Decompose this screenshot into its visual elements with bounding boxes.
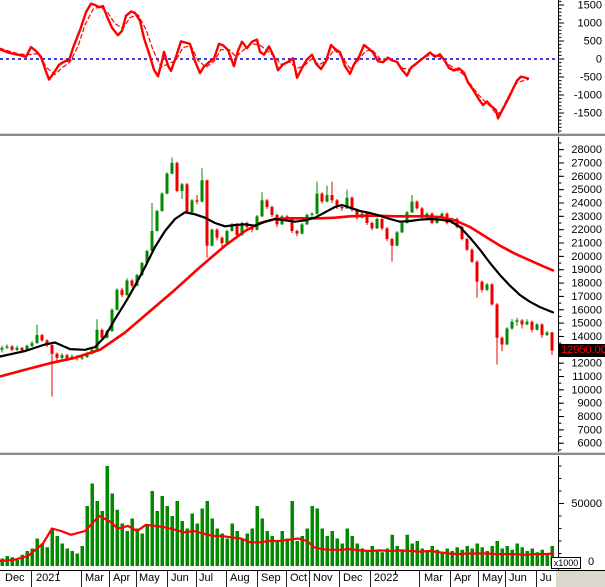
month-separator: [196, 571, 197, 587]
month-separator: [536, 571, 537, 587]
y-tick-label: -1500: [574, 108, 602, 120]
y-tick-label: 26000: [571, 171, 602, 183]
macd-panel[interactable]: 1500 1000 500 0 -500 -1000 -1500: [0, 0, 605, 133]
y-tick-label: 14000: [571, 331, 602, 343]
y-tick-label: 1500: [578, 0, 602, 12]
month-separator: [31, 571, 32, 587]
month-separator: [309, 571, 310, 587]
ma-fast-line: [0, 203, 555, 358]
x-axis-label: Nov: [313, 572, 333, 584]
last-price-badge: 12950.00: [559, 344, 605, 357]
y-tick-label: 28000: [571, 144, 602, 156]
month-separator: [286, 571, 287, 587]
y-tick-label: 11000: [572, 371, 602, 383]
x-axis-label: May: [139, 572, 160, 584]
x-axis-label: Mar: [85, 572, 104, 584]
y-tick-label: 15000: [571, 318, 602, 330]
month-separator: [450, 571, 451, 587]
x-axis-label: Aug: [230, 572, 250, 584]
volume-zero-label: 0: [588, 556, 595, 568]
y-tick-label: 12000: [571, 358, 602, 370]
x-axis-label: Sep: [261, 572, 281, 584]
y-tick-label: 27000: [571, 157, 602, 169]
panel-splitter-1[interactable]: [0, 133, 605, 137]
y-tick-label: 9000: [578, 398, 602, 410]
x-axis-label: Jul: [199, 572, 214, 584]
month-separator: [478, 571, 479, 587]
month-separator: [136, 571, 137, 587]
y-tick-label: 10000: [571, 384, 602, 396]
y-tick-label: 23000: [571, 211, 602, 223]
y-tick-label: -1000: [574, 90, 602, 102]
date-axis: Dec 2021 Mar Apr May Jun Jul Aug Sep Oct Nov Dec 202…: [0, 570, 605, 587]
y-tick-label: 18000: [571, 278, 602, 290]
macd-signal-line: [0, 5, 529, 116]
volume-panel[interactable]: 50000: [0, 456, 605, 570]
x-axis-label: Dec: [343, 572, 363, 584]
y-tick-label: 19000: [571, 264, 602, 276]
x-axis-label: 2021: [36, 572, 61, 584]
x-axis-label: Ju: [540, 572, 552, 584]
x-axis-label: Jun: [171, 572, 189, 584]
month-separator: [505, 571, 506, 587]
y-tick-label: 24000: [571, 197, 602, 209]
y-tick-label: 22000: [571, 224, 602, 236]
month-separator: [167, 571, 168, 587]
x-axis-label: Oct: [290, 572, 308, 584]
month-separator: [81, 571, 82, 587]
volume-ma-line: [0, 514, 555, 563]
candles: [0, 157, 554, 397]
x-axis-label: 2022: [374, 572, 399, 584]
y-tick-label: 0: [596, 54, 602, 66]
y-axis: 50000: [558, 456, 602, 570]
x-axis-label: Mar: [424, 572, 443, 584]
y-tick-label: 50000: [571, 498, 602, 510]
y-tick-label: 7000: [578, 424, 602, 436]
macd-line: [0, 2, 530, 120]
y-tick-label: 17000: [571, 291, 602, 303]
month-separator: [339, 571, 340, 587]
y-tick-label: 6000: [578, 438, 602, 450]
volume-bars: [0, 466, 554, 566]
month-separator: [419, 571, 420, 587]
y-tick-label: 25000: [571, 184, 602, 196]
y-tick-label: 1000: [578, 18, 602, 30]
month-separator: [226, 571, 227, 587]
month-separator: [257, 571, 258, 587]
volume-unit-label: x1000: [551, 557, 581, 569]
y-tick-label: 20000: [571, 251, 602, 263]
y-axis: 1500 1000 500 0 -500 -1000 -1500: [558, 0, 602, 133]
month-minor-tick: [58, 571, 59, 575]
x-axis-label: Jun: [509, 572, 527, 584]
ma-slow-line: [0, 214, 555, 378]
month-minor-tick: [395, 571, 396, 575]
x-axis-label: Apr: [113, 572, 131, 584]
y-tick-label: 500: [584, 36, 602, 48]
x-axis-label: Dec: [5, 572, 25, 584]
y-tick-label: 16000: [571, 304, 602, 316]
y-tick-label: 21000: [571, 238, 602, 250]
panel-splitter-2[interactable]: [0, 452, 605, 456]
y-tick-label: 8000: [578, 411, 602, 423]
month-separator: [109, 571, 110, 587]
month-separator: [370, 571, 371, 587]
x-axis-label: Apr: [454, 572, 472, 584]
date-axis-corner: [556, 571, 605, 587]
x-axis-label: May: [482, 572, 503, 584]
y-tick-label: -500: [580, 72, 602, 84]
